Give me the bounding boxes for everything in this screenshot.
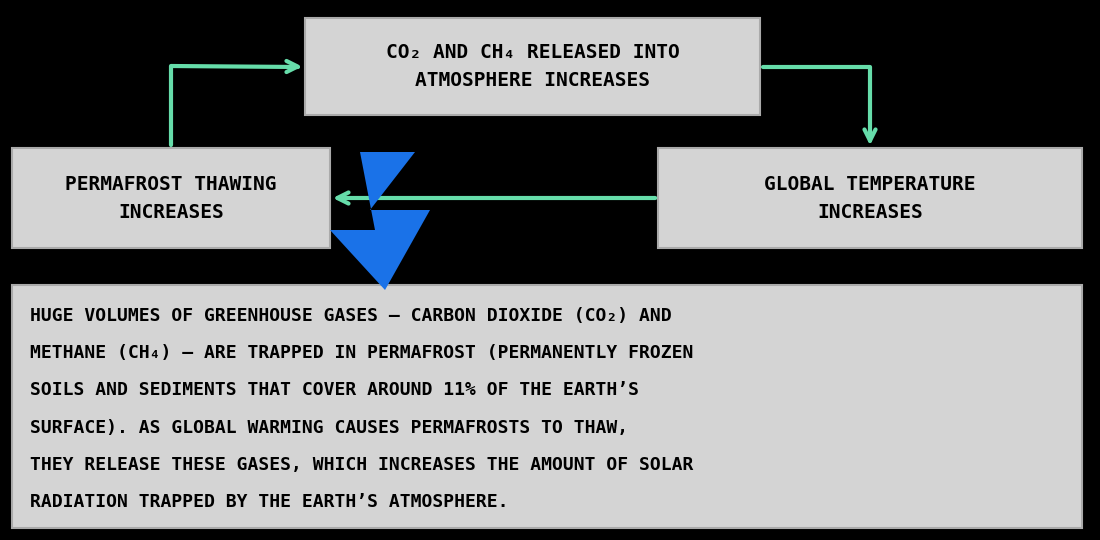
Text: CO₂ AND CH₄ RELEASED INTO
ATMOSPHERE INCREASES: CO₂ AND CH₄ RELEASED INTO ATMOSPHERE INC… [386,43,680,90]
Text: PERMAFROST THAWING
INCREASES: PERMAFROST THAWING INCREASES [65,174,277,221]
Text: RADIATION TRAPPED BY THE EARTH’S ATMOSPHERE.: RADIATION TRAPPED BY THE EARTH’S ATMOSPH… [30,493,508,511]
FancyBboxPatch shape [12,148,330,248]
Text: THEY RELEASE THESE GASES, WHICH INCREASES THE AMOUNT OF SOLAR: THEY RELEASE THESE GASES, WHICH INCREASE… [30,456,693,474]
Text: SURFACE). AS GLOBAL WARMING CAUSES PERMAFROSTS TO THAW,: SURFACE). AS GLOBAL WARMING CAUSES PERMA… [30,418,628,436]
FancyBboxPatch shape [305,18,760,115]
Text: GLOBAL TEMPERATURE
INCREASES: GLOBAL TEMPERATURE INCREASES [764,174,976,221]
Text: METHANE (CH₄) – ARE TRAPPED IN PERMAFROST (PERMANENTLY FROZEN: METHANE (CH₄) – ARE TRAPPED IN PERMAFROS… [30,344,693,362]
FancyBboxPatch shape [658,148,1082,248]
Text: HUGE VOLUMES OF GREENHOUSE GASES – CARBON DIOXIDE (CO₂) AND: HUGE VOLUMES OF GREENHOUSE GASES – CARBO… [30,307,672,325]
Polygon shape [330,152,430,290]
Text: SOILS AND SEDIMENTS THAT COVER AROUND 11% OF THE EARTH’S: SOILS AND SEDIMENTS THAT COVER AROUND 11… [30,381,639,400]
FancyBboxPatch shape [12,285,1082,528]
